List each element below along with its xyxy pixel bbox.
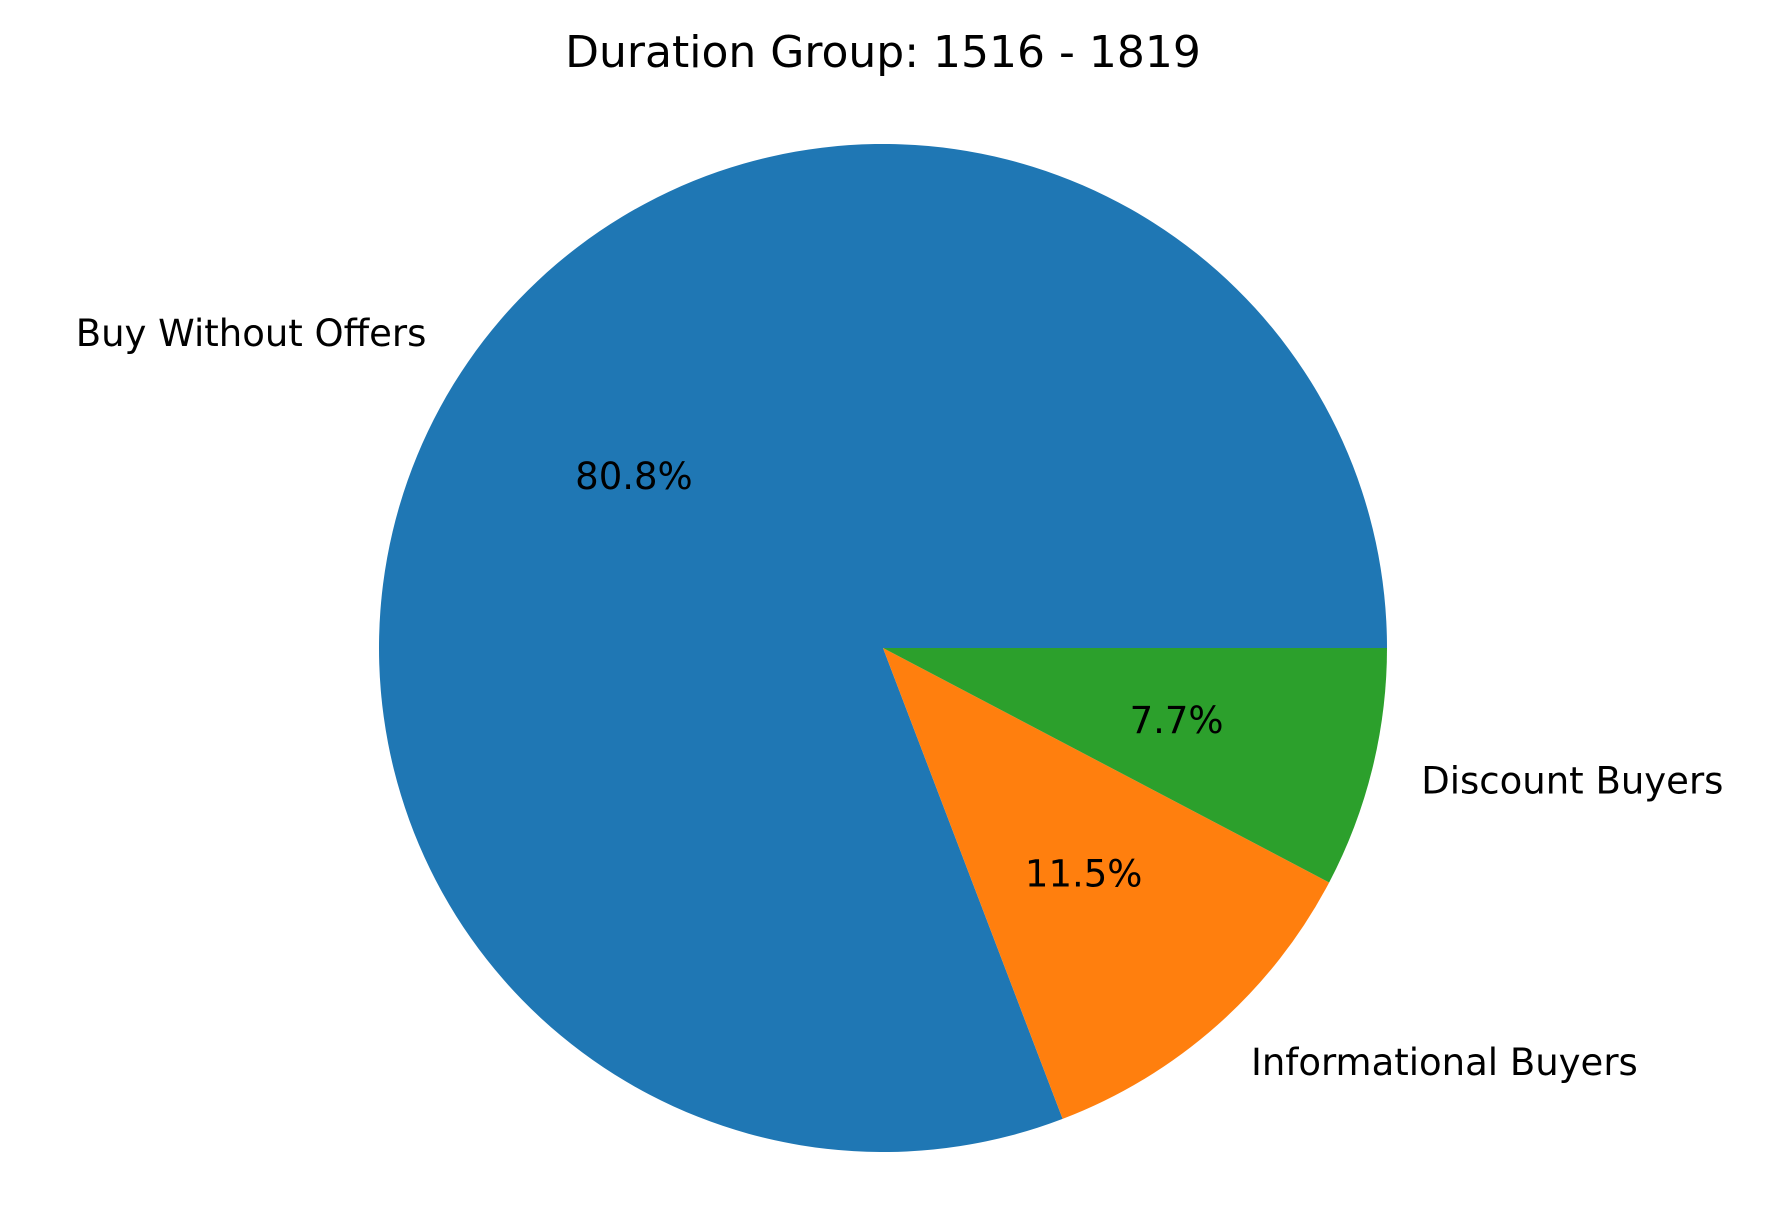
pie-slice-discount-buyers bbox=[883, 648, 1387, 883]
pie-slice-buy-without-offers bbox=[379, 143, 1387, 1152]
percent-label: 7.7% bbox=[1130, 699, 1224, 742]
slice-label: Buy Without Offers bbox=[76, 312, 427, 355]
percent-label: 80.8% bbox=[575, 455, 693, 498]
slice-label: Informational Buyers bbox=[1251, 1041, 1638, 1084]
slice-label: Discount Buyers bbox=[1421, 759, 1723, 802]
pie-slice-informational-buyers bbox=[883, 648, 1330, 1119]
chart-title: Duration Group: 1516 - 1819 bbox=[565, 27, 1201, 78]
percent-labels: 80.8% 11.5% 7.7% bbox=[575, 455, 1223, 896]
percent-label: 11.5% bbox=[1025, 853, 1143, 896]
slice-labels: Buy Without Offers Informational Buyers Di… bbox=[76, 312, 1724, 1084]
pie-slices bbox=[379, 143, 1387, 1152]
